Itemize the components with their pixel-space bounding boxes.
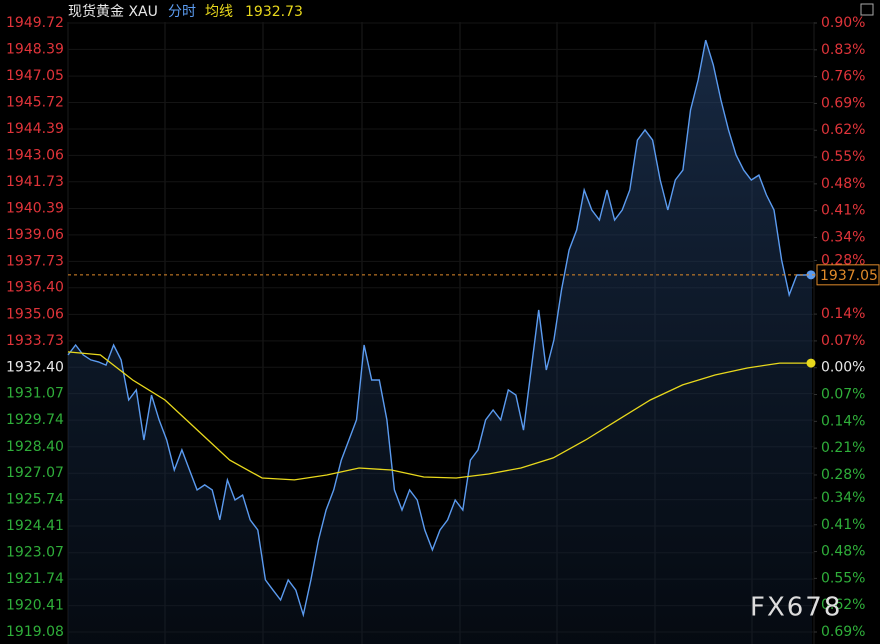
y2-tick-label: 0.69% [821,624,865,640]
y-tick-label: 1945.72 [6,95,64,111]
y-tick-label: 1921.74 [6,571,64,587]
y2-tick-label: 0.21% [821,440,865,456]
y2-tick-label: 0.62% [821,597,865,613]
y2-tick-label: 0.55% [821,570,865,586]
last-price-box [816,264,880,286]
instrument: 现货黄金 XAU [68,3,158,20]
y-tick-label: 1947.05 [6,68,64,84]
y-tick-label: 1936.40 [6,280,64,296]
y-tick-label: 1925.74 [6,492,64,508]
last-point [806,270,816,280]
y2-tick-label: 0.14% [821,306,865,322]
watermark: FX678 [750,593,842,623]
y2-tick-label: 0.34% [821,229,865,245]
last-point [806,358,816,368]
y2-tick-label: 0.28% [821,467,865,483]
y-tick-label: 1933.73 [6,333,64,349]
y2-tick-label: 0.76% [821,69,865,85]
y-tick-label: 1932.40 [6,359,64,375]
y2-tick-label: 0.00% [821,360,865,376]
price-area [68,40,812,644]
price-line [67,39,813,618]
y2-tick-label: 0.90% [821,15,865,31]
mode: 分时 [168,4,196,20]
icon[interactable] [860,3,874,16]
avg-value: 1932.73 [245,4,303,20]
y-tick-label: 1940.39 [6,200,64,216]
y2-tick-label: 0.48% [821,176,865,192]
y2-tick-label: 0.41% [821,517,865,533]
y-tick-label: 1949.72 [6,15,64,31]
y-tick-label: 1923.07 [6,545,64,561]
y2-tick-label: 0.55% [821,149,865,165]
y-tick-label: 1929.74 [6,412,64,428]
y-tick-label: 1943.06 [6,147,64,163]
y2-tick-label: 0.83% [821,42,865,58]
y-tick-label: 1920.41 [6,598,64,614]
y-tick-label: 1924.41 [6,518,64,534]
y-tick-label: 1919.08 [6,624,64,640]
y2-tick-label: 0.14% [821,413,865,429]
y2-tick-label: 0.62% [821,122,865,138]
y-tick-label: 1931.07 [6,386,64,402]
y2-tick-label: 0.69% [821,95,865,111]
y-tick-label: 1928.40 [6,439,64,455]
y2-tick-label: 0.07% [821,333,865,349]
y2-tick-label: 0.34% [821,490,865,506]
average-line [67,351,812,481]
y-tick-label: 1941.73 [6,174,64,190]
y2-tick-label: 0.07% [821,387,865,403]
y-tick-label: 1939.06 [6,227,64,243]
y2-tick-label: 0.48% [821,544,865,560]
last-price-label: 1937.05 [820,268,878,284]
y-tick-label: 1944.39 [6,121,64,137]
y-tick-label: 1927.07 [6,465,64,481]
y-tick-label: 1935.06 [6,306,64,322]
avg-label: 均线 [205,4,233,20]
y2-tick-label: 0.41% [821,203,865,219]
y-tick-label: 1948.39 [6,41,64,57]
y-tick-label: 1937.73 [6,253,64,269]
